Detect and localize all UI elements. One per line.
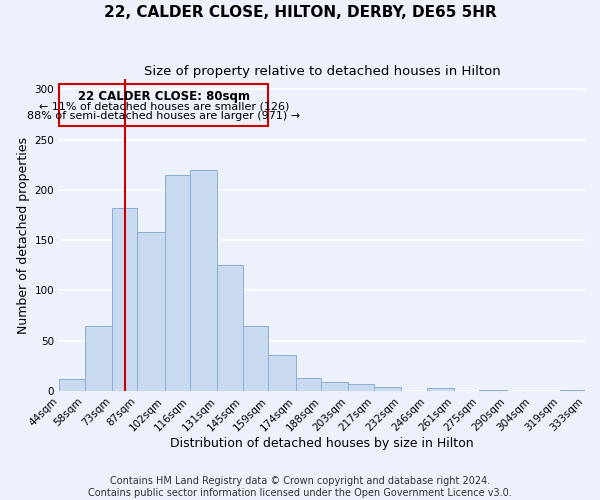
Bar (164, 175, 190, 391)
Bar (112, 208, 137, 391)
Bar (190, 170, 217, 391)
Bar (560, 390, 585, 391)
Text: ← 11% of detached houses are smaller (126): ← 11% of detached houses are smaller (12… (38, 102, 289, 112)
Bar (243, 326, 268, 391)
Bar (374, 387, 401, 391)
Text: Contains HM Land Registry data © Crown copyright and database right 2024.
Contai: Contains HM Land Registry data © Crown c… (88, 476, 512, 498)
Bar (296, 378, 321, 391)
Bar (427, 388, 454, 391)
Bar (217, 266, 243, 391)
X-axis label: Distribution of detached houses by size in Hilton: Distribution of detached houses by size … (170, 437, 474, 450)
Text: 22 CALDER CLOSE: 80sqm: 22 CALDER CLOSE: 80sqm (77, 90, 250, 103)
Text: 22, CALDER CLOSE, HILTON, DERBY, DE65 5HR: 22, CALDER CLOSE, HILTON, DERBY, DE65 5H… (104, 5, 496, 20)
Y-axis label: Number of detached properties: Number of detached properties (17, 136, 30, 334)
Bar (321, 382, 349, 391)
Bar (59, 84, 268, 126)
Bar (137, 232, 164, 391)
Text: 88% of semi-detached houses are larger (971) →: 88% of semi-detached houses are larger (… (27, 112, 300, 122)
Bar (479, 390, 507, 391)
Bar (85, 326, 112, 391)
Title: Size of property relative to detached houses in Hilton: Size of property relative to detached ho… (143, 65, 500, 78)
Bar (268, 355, 296, 391)
Bar (59, 379, 85, 391)
Bar (349, 384, 374, 391)
